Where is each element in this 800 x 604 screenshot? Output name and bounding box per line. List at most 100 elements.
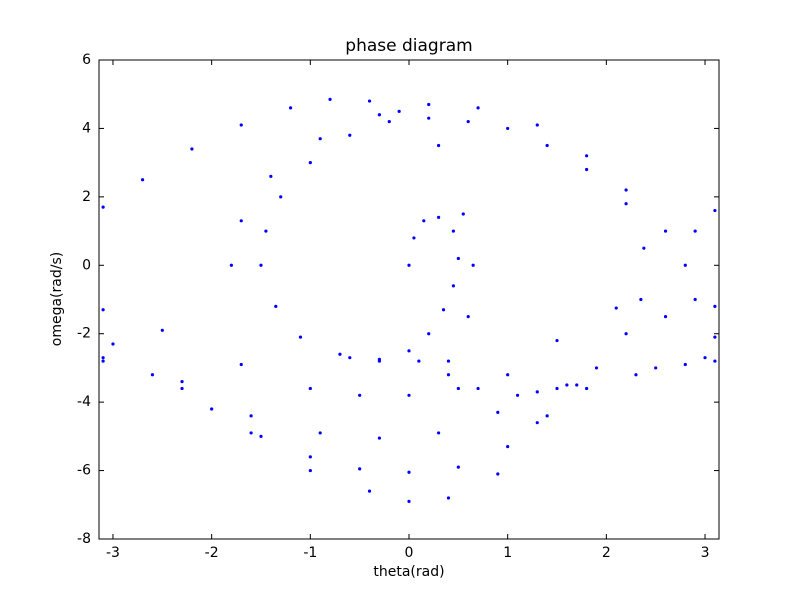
data-point: [639, 297, 643, 302]
data-point: [663, 229, 668, 233]
data-point: [535, 421, 539, 425]
data-point: [101, 308, 105, 312]
data-point: [466, 119, 470, 124]
x-tick-label: 3: [701, 545, 710, 561]
data-point: [437, 143, 441, 148]
data-point: [624, 332, 628, 336]
data-point: [545, 143, 549, 148]
y-tick-label: -2: [77, 326, 91, 342]
data-point: [407, 393, 411, 397]
data-point: [229, 263, 233, 267]
data-point: [555, 338, 559, 343]
data-point: [259, 263, 263, 267]
data-point: [515, 393, 520, 397]
data-point: [496, 472, 500, 476]
y-tick-label: -6: [77, 463, 91, 479]
data-point: [663, 315, 668, 319]
data-point: [160, 328, 164, 332]
x-tick-label: 2: [602, 545, 611, 561]
data-point: [535, 123, 539, 127]
y-tick-label: -8: [77, 531, 91, 547]
data-point: [565, 383, 569, 387]
y-tick-label: 0: [82, 257, 91, 273]
data-point: [407, 499, 411, 503]
y-axis-label: omega(rad/s): [49, 252, 65, 346]
data-point: [441, 308, 446, 312]
data-point: [437, 215, 441, 219]
data-point: [555, 386, 559, 391]
data-point: [683, 362, 687, 367]
data-point: [367, 489, 372, 493]
data-point: [624, 202, 628, 206]
data-point: [318, 137, 322, 141]
data-point: [693, 229, 697, 233]
data-point: [585, 154, 589, 158]
data-point: [427, 332, 431, 336]
data-point: [101, 205, 105, 209]
data-point: [140, 178, 145, 182]
data-point: [387, 119, 391, 124]
data-point: [358, 393, 362, 397]
data-point: [466, 315, 470, 319]
data-point: [308, 161, 312, 165]
data-point: [259, 434, 263, 438]
data-point: [693, 297, 697, 302]
data-point: [264, 229, 268, 233]
data-point: [417, 359, 421, 363]
data-point: [101, 359, 105, 363]
chart-title: phase diagram: [345, 36, 472, 56]
x-tick-label: 0: [405, 545, 414, 561]
data-point: [308, 468, 312, 473]
data-point: [456, 465, 460, 469]
data-point: [298, 335, 303, 339]
data-point: [506, 373, 510, 377]
data-point: [288, 106, 293, 110]
y-tick-label: 6: [82, 52, 91, 68]
data-point: [239, 123, 243, 127]
data-point: [585, 386, 589, 391]
data-point: [446, 359, 451, 363]
y-tick-label: 2: [82, 189, 91, 205]
data-point: [624, 188, 628, 192]
data-point: [506, 445, 510, 449]
data-point: [422, 219, 426, 223]
data-point: [348, 133, 352, 137]
data-point: [713, 304, 717, 308]
data-point: [437, 431, 441, 435]
x-tick-label: -3: [106, 545, 120, 561]
data-point: [614, 306, 618, 310]
data-point: [101, 356, 105, 360]
data-point: [496, 410, 500, 415]
data-point: [456, 386, 460, 391]
data-point: [279, 195, 283, 199]
data-point: [358, 467, 362, 471]
data-point: [249, 431, 253, 435]
data-point: [446, 496, 451, 500]
data-point: [308, 455, 312, 459]
data-point: [634, 373, 638, 377]
data-point: [713, 335, 717, 339]
data-point: [150, 373, 155, 377]
data-point: [535, 390, 539, 394]
data-point: [274, 304, 278, 308]
data-point: [446, 373, 451, 377]
data-point: [427, 116, 431, 120]
y-tick-label: -4: [77, 394, 91, 410]
data-point: [506, 126, 510, 131]
data-point: [249, 414, 253, 418]
data-point: [594, 366, 599, 370]
data-point: [190, 147, 194, 151]
data-point: [180, 386, 184, 391]
data-point: [545, 414, 549, 418]
data-point: [703, 356, 707, 360]
data-point: [683, 263, 687, 267]
data-point: [585, 167, 589, 172]
data-point: [210, 407, 214, 411]
data-point: [412, 236, 416, 240]
data-point: [427, 102, 431, 107]
data-point: [397, 109, 401, 113]
x-tick-label: -2: [205, 545, 219, 561]
data-point: [654, 366, 658, 370]
data-point: [461, 212, 465, 216]
